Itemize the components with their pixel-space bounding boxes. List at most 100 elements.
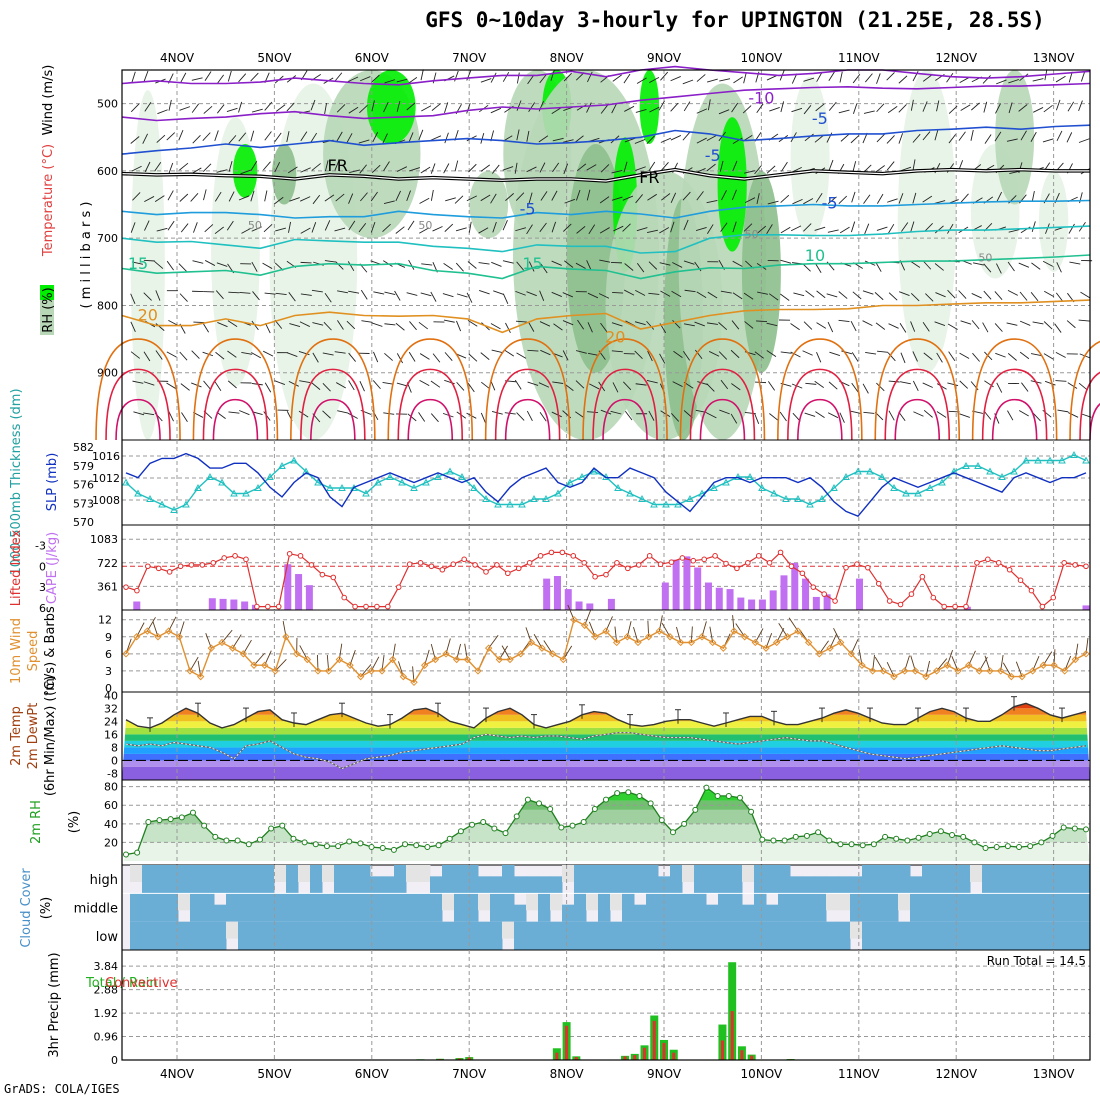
rh2m-point — [982, 844, 989, 851]
wind-barb — [756, 193, 760, 205]
wind-barb — [528, 261, 535, 272]
wind-barb — [996, 382, 1003, 393]
lifted-index-point — [821, 591, 827, 597]
thickness-point — [182, 500, 190, 508]
wind-barb — [181, 412, 188, 423]
rh2m-point — [245, 841, 252, 848]
temp-band — [122, 747, 1090, 754]
wind-barb — [696, 291, 707, 298]
wind-barb — [505, 193, 514, 201]
cloud-cell — [274, 865, 287, 882]
wind-barb — [337, 320, 344, 330]
cape-tick-label: 1083 — [90, 533, 118, 546]
warm-contour-loop — [689, 368, 756, 441]
wind-barb — [299, 321, 310, 327]
thickness-point — [158, 500, 166, 508]
wind-barb — [384, 352, 393, 361]
wind-barb — [587, 322, 593, 333]
precip-convective-bar — [672, 1052, 676, 1060]
warm-contour-loop — [991, 398, 1038, 441]
rh2m-point — [926, 831, 933, 838]
wind-barb — [564, 383, 574, 391]
rh-tick-label: 60 — [104, 799, 118, 812]
wind-barb — [226, 220, 234, 231]
thickness-point — [482, 494, 490, 502]
wind-barb — [816, 351, 822, 363]
cape-bar — [305, 585, 313, 610]
wind-barb — [263, 161, 271, 171]
cloud-cell — [898, 921, 911, 950]
wind-speed-point — [388, 655, 397, 664]
wind-barb — [600, 164, 610, 173]
cape-bar — [661, 582, 669, 610]
wind-speed-point — [484, 644, 493, 652]
thickness-tick-label: 573 — [73, 497, 94, 510]
lifted-index-point — [243, 556, 249, 563]
wind-barb — [576, 226, 586, 234]
wind-barb — [289, 323, 301, 327]
cloud-cell — [670, 921, 683, 950]
wind-barb — [814, 226, 826, 231]
wind-barb — [670, 221, 675, 233]
date-label-bottom: 5NOV — [257, 1067, 292, 1081]
wind-speed-point — [911, 667, 920, 675]
wind-barb — [298, 410, 309, 418]
lifted-index-point — [188, 562, 195, 568]
wind-barb — [588, 224, 596, 235]
wind-barb — [300, 131, 308, 142]
rh2m-point — [212, 833, 219, 840]
precip-convective-bar — [740, 1050, 744, 1060]
cloud-cell — [778, 893, 791, 922]
cloud-cell — [538, 921, 551, 950]
cloud-cell — [502, 921, 515, 939]
wind-barb — [538, 101, 544, 112]
wind-barb — [936, 352, 943, 363]
rh2m-point — [491, 825, 498, 832]
wind-barb — [888, 410, 895, 421]
cloud-cell — [394, 921, 407, 950]
wind-barb — [516, 129, 520, 141]
date-label-bottom: 9NOV — [647, 1067, 682, 1081]
wind-speed-point — [250, 661, 258, 669]
wind-barb — [216, 411, 226, 419]
cloud-cell — [202, 865, 215, 894]
wind-barb — [899, 291, 910, 296]
y-axis-label: CAPE (J/kg) — [45, 532, 60, 604]
wind-barb — [431, 103, 441, 111]
wind-speed-point — [314, 667, 322, 675]
wind-barb — [214, 191, 222, 202]
precip-convective-bar — [574, 1057, 578, 1060]
cloud-cell — [886, 921, 899, 950]
wind-barb — [130, 293, 136, 305]
wind-barb — [527, 74, 535, 85]
wind-barb — [227, 320, 238, 328]
wind-barb — [850, 320, 857, 332]
contour-label: -5 — [812, 109, 828, 128]
wind-barb — [792, 198, 803, 205]
wind-barb — [887, 223, 895, 234]
wind-barb-10m — [275, 659, 287, 672]
wind-barb — [922, 382, 933, 388]
wind-tick-label: 3 — [105, 665, 112, 678]
wind-barb — [922, 195, 933, 203]
outer-frame — [121, 69, 1091, 1061]
lifted-index-point — [941, 603, 947, 610]
dewpt-line-dots — [125, 732, 1087, 770]
lifted-index-point — [483, 569, 489, 575]
slp-line — [125, 452, 1087, 518]
warm-contour-loop — [1069, 340, 1100, 441]
date-label-bottom: 12NOV — [935, 1067, 977, 1081]
cloud-cell — [274, 893, 287, 922]
wind-barb — [838, 109, 850, 114]
y-axis-label: 10m Wind — [9, 618, 24, 684]
wind-barb — [936, 411, 947, 418]
lifted-index-point — [319, 571, 326, 578]
wind-speed-point — [495, 655, 504, 664]
wind-barb — [923, 260, 932, 270]
wind-speed-point — [623, 633, 632, 641]
cape-bar — [1082, 605, 1090, 610]
wind-barb — [179, 162, 189, 171]
wind-barb — [539, 321, 551, 327]
wind-barb — [876, 193, 884, 204]
cloud-cell — [370, 893, 383, 922]
